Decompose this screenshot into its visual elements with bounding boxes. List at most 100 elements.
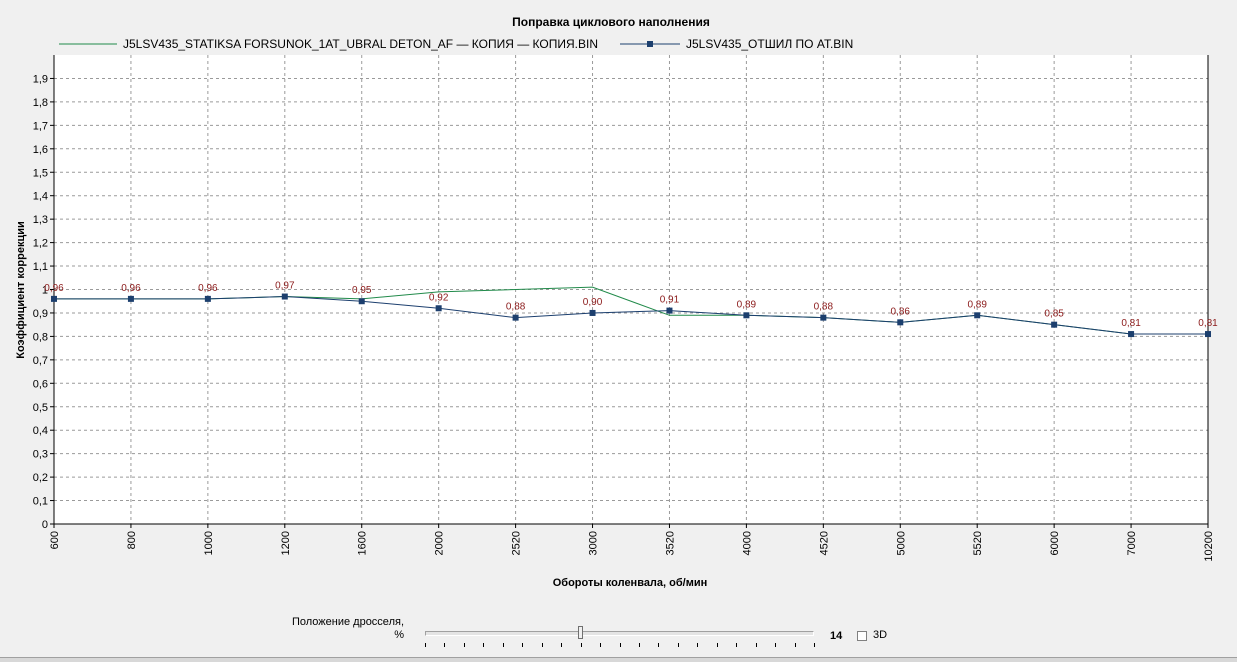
slider-tick — [463, 643, 465, 647]
data-label: 0,92 — [429, 292, 449, 303]
checkbox-3d[interactable] — [857, 631, 867, 641]
slider-tick — [502, 643, 504, 647]
slider-tick — [677, 643, 679, 647]
y-tick-label: 0,2 — [33, 472, 48, 484]
slider-tick — [775, 643, 777, 647]
legend: J5LSV435_STATIKSA FORSUNOK_1AT_UBRAL DET… — [59, 37, 853, 51]
y-tick-label: 0,6 — [33, 378, 48, 390]
slider-tick — [619, 643, 621, 647]
data-label: 0,90 — [583, 297, 603, 308]
slider-tick — [658, 643, 660, 647]
data-label: 0,96 — [121, 283, 141, 294]
throttle-slider-track[interactable] — [425, 631, 814, 636]
slider-tick — [755, 643, 757, 647]
slider-tick — [444, 643, 446, 647]
data-point-marker — [1205, 331, 1211, 338]
throttle-slider-ticks — [425, 643, 815, 647]
throttle-value: 14 — [830, 630, 843, 642]
y-tick-label: 1,9 — [33, 73, 48, 85]
data-label: 0,81 — [1198, 318, 1218, 329]
data-point-marker — [589, 309, 596, 316]
data-label: 0,88 — [506, 302, 526, 313]
data-point-marker — [743, 312, 750, 319]
y-tick-label: 0,3 — [33, 449, 48, 461]
data-label: 0,95 — [352, 285, 372, 296]
data-point-marker — [435, 305, 442, 312]
y-tick-label: 1,7 — [33, 120, 48, 132]
slider-tick — [600, 643, 602, 647]
slider-tick — [561, 643, 563, 647]
chart-title: Поправка циклового наполнения — [512, 15, 710, 29]
legend-entry-2: J5LSV435_ОТШИЛ ПО AT.BIN — [686, 37, 853, 51]
slider-tick — [794, 643, 796, 647]
slider-tick — [697, 643, 699, 647]
data-point-marker — [1051, 321, 1058, 328]
y-tick-label: 0,9 — [33, 308, 48, 320]
x-tick-label: 3000 — [588, 531, 600, 555]
data-point-marker — [666, 307, 673, 314]
data-label: 0,88 — [814, 302, 834, 313]
x-tick-label: 2000 — [434, 531, 446, 555]
x-tick-label: 4000 — [741, 531, 753, 555]
y-tick-label: 1,5 — [33, 167, 48, 179]
y-tick-label: 0,5 — [33, 402, 48, 414]
slider-tick — [425, 643, 426, 647]
data-label: 0,91 — [660, 295, 680, 306]
x-axis-label: Обороты коленвала, об/мин — [553, 577, 708, 589]
x-tick-label: 2520 — [511, 531, 523, 555]
y-tick-label: 0,1 — [33, 496, 48, 508]
y-tick-label: 1,3 — [33, 214, 48, 226]
data-point-marker — [127, 295, 134, 302]
x-tick-label: 1600 — [357, 531, 369, 555]
throttle-slider-thumb[interactable] — [577, 626, 583, 639]
data-point-marker — [51, 295, 57, 302]
x-tick-label: 7000 — [1126, 531, 1138, 555]
throttle-label: Положение дросселя, % — [250, 616, 404, 642]
y-tick-label: 0 — [42, 519, 48, 531]
x-axis-ticks: 600 800 1000 1200 1600 2000 2520 3000 3520 4000 45… — [49, 524, 1215, 562]
data-label: 0,96 — [44, 283, 64, 294]
slider-tick — [483, 643, 485, 647]
y-tick-label: 1,8 — [33, 97, 48, 109]
data-point-marker — [281, 293, 288, 300]
slider-tick — [716, 643, 718, 647]
y-tick-label: 1,2 — [33, 238, 48, 250]
data-label: 0,89 — [967, 299, 987, 310]
y-tick-label: 1 — [42, 285, 48, 297]
x-tick-label: 3520 — [664, 531, 676, 555]
checkbox-3d-label[interactable]: 3D — [873, 629, 888, 641]
data-label: 0,97 — [275, 281, 295, 292]
y-tick-label: 1,4 — [33, 191, 48, 203]
throttle-label-unit: % — [394, 629, 404, 641]
data-label: 0,96 — [198, 283, 218, 294]
controls-panel: Положение дросселя, % 14 3D — [0, 612, 1237, 657]
y-tick-label: 0,8 — [33, 331, 48, 343]
y-tick-label: 0,4 — [33, 425, 48, 437]
data-labels: 0,96 0,96 0,96 0,97 0,95 0,92 0,88 0,90 0,91 0,89… — [44, 281, 1218, 330]
slider-tick — [522, 643, 524, 647]
slider-tick — [736, 643, 738, 647]
data-label: 0,86 — [891, 306, 911, 317]
slider-tick — [638, 643, 640, 647]
data-point-marker — [204, 295, 211, 302]
x-tick-label: 600 — [49, 531, 61, 549]
legend-entry-1: J5LSV435_STATIKSA FORSUNOK_1AT_UBRAL DET… — [123, 37, 598, 51]
y-axis-label: Коэффициент коррекции — [15, 221, 27, 359]
x-tick-label: 5000 — [895, 531, 907, 555]
y-tick-label: 0,7 — [33, 355, 48, 367]
slider-tick — [541, 643, 543, 647]
data-label: 0,81 — [1121, 318, 1141, 329]
data-point-marker — [1128, 331, 1135, 338]
data-point-marker — [897, 319, 904, 326]
legend-marker — [647, 41, 653, 47]
data-label: 0,89 — [737, 299, 757, 310]
grid-lines — [54, 55, 1208, 524]
y-axis-ticks: 0 0,1 0,2 0,3 0,4 0,5 0,6 0,7 0,8 0,9 1 1,1 1,2 1,3 1,… — [33, 73, 54, 531]
x-tick-label: 1000 — [203, 531, 215, 555]
chart: Поправка циклового наполнения J5LSV435_S… — [15, 15, 1218, 589]
window-bottom-border — [0, 657, 1237, 662]
y-tick-label: 1,1 — [33, 261, 48, 273]
data-point-marker — [358, 298, 365, 305]
data-point-marker — [820, 314, 827, 321]
x-tick-label: 4520 — [818, 531, 830, 555]
